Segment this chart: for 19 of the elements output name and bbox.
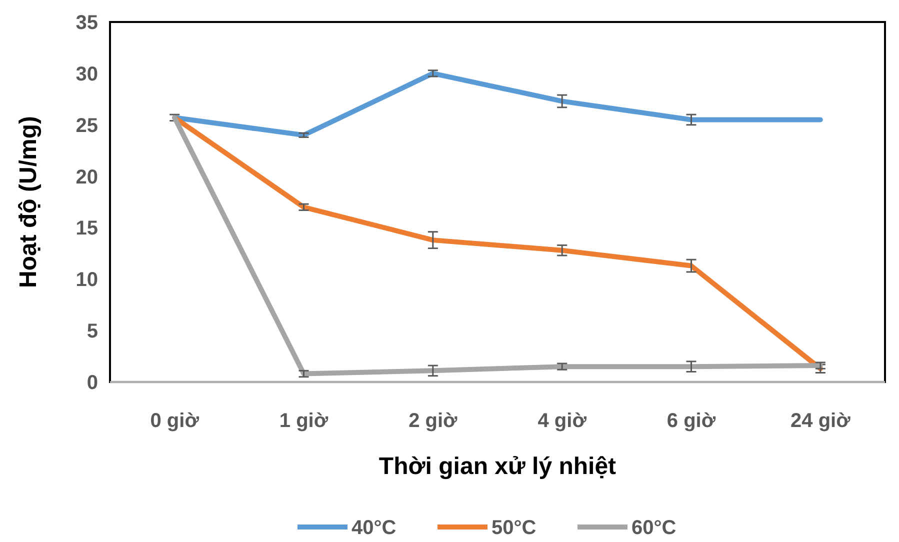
legend-label: 40°C bbox=[352, 517, 396, 539]
x-tick-label: 4 giờ bbox=[538, 410, 588, 432]
y-axis-title: Hoạt độ (U/mg) bbox=[15, 116, 42, 288]
y-tick-label: 15 bbox=[76, 218, 98, 240]
x-tick-label: 24 giờ bbox=[790, 410, 852, 432]
x-tick-label: 6 giờ bbox=[666, 410, 716, 432]
y-tick-label: 10 bbox=[76, 269, 98, 292]
y-tick-label: 25 bbox=[76, 114, 98, 137]
y-tick-label: 20 bbox=[76, 166, 98, 188]
x-axis-title: Thời gian xử lý nhiệt bbox=[378, 453, 616, 480]
y-tick-label: 35 bbox=[76, 12, 98, 34]
y-tick-label: 0 bbox=[86, 372, 98, 394]
x-tick-label: 2 giờ bbox=[408, 410, 458, 432]
y-tick-label: 5 bbox=[86, 320, 98, 343]
legend-label: 50°C bbox=[492, 517, 536, 539]
x-tick-label: 1 giờ bbox=[279, 410, 329, 432]
x-tick-label: 0 giờ bbox=[150, 410, 200, 432]
y-tick-label: 30 bbox=[76, 63, 98, 86]
legend-label: 60°C bbox=[632, 517, 676, 539]
